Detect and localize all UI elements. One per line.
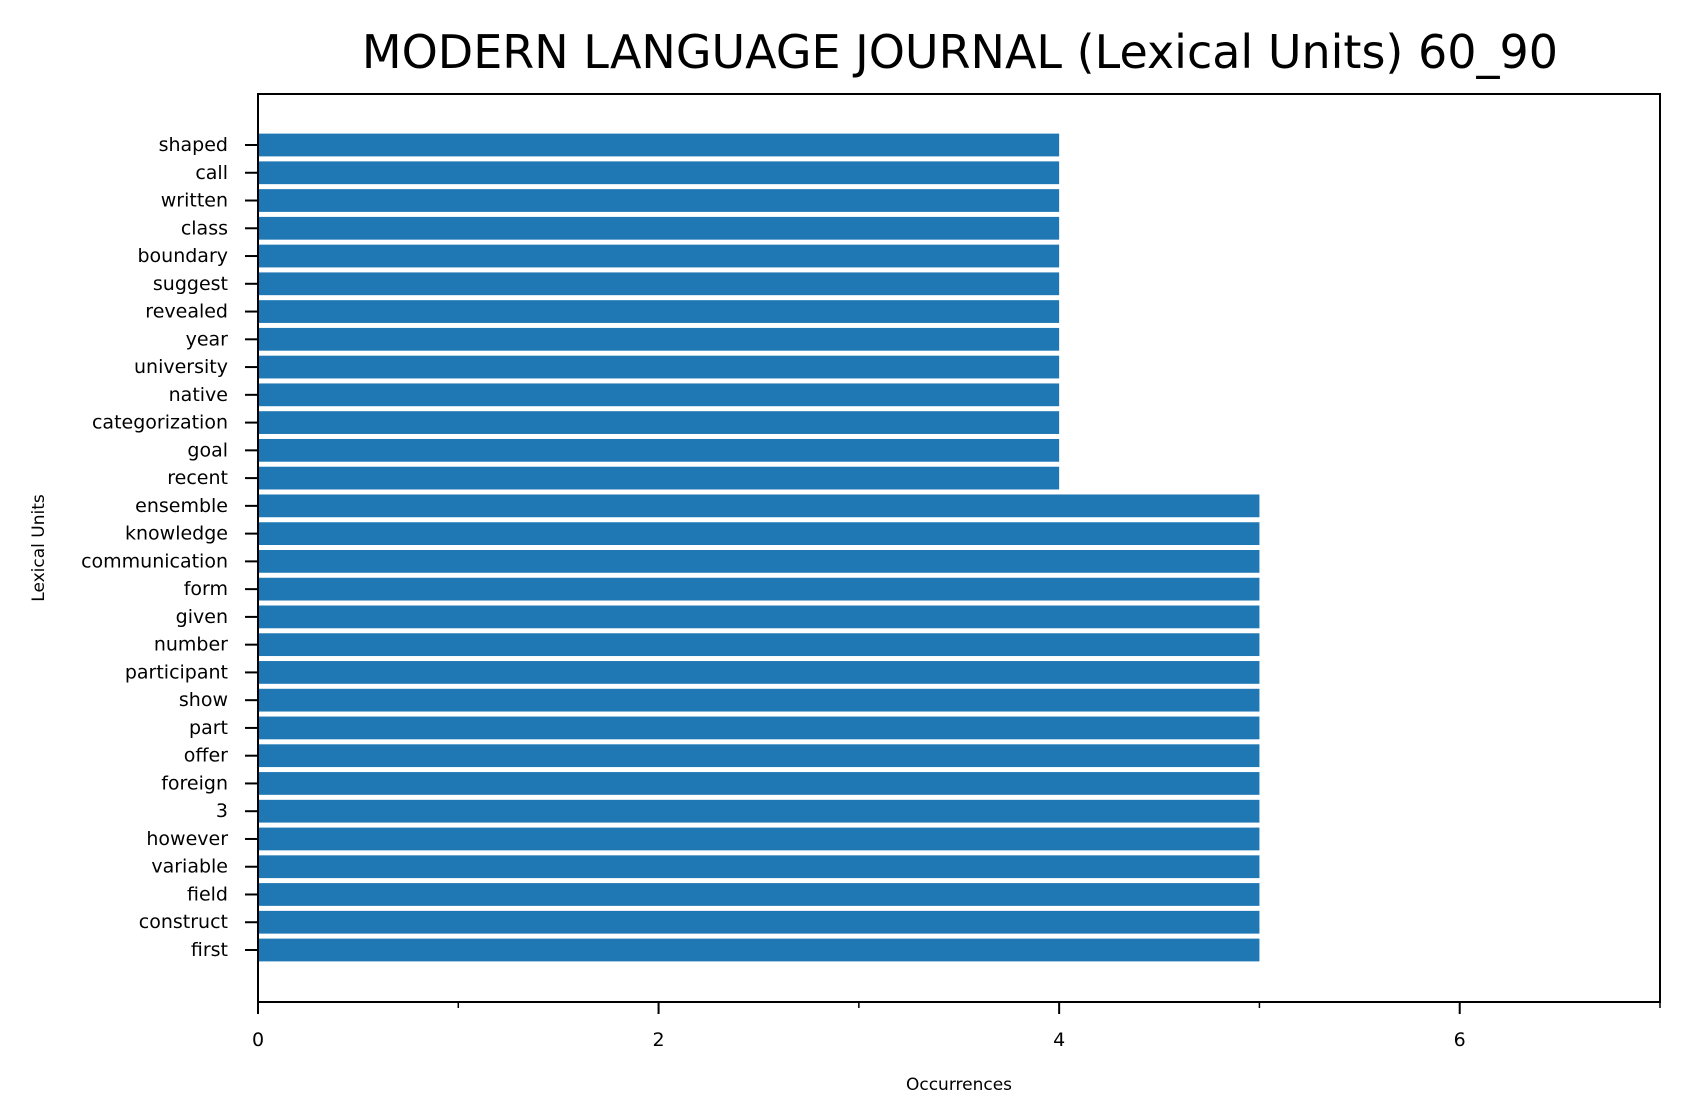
bar-part [258, 716, 1260, 740]
y-tick-label: first [191, 939, 228, 961]
y-tick-label: variable [151, 856, 228, 878]
y-tick-label: ensemble [135, 495, 228, 517]
bar-ensemble [258, 494, 1260, 518]
bar-recent [258, 466, 1060, 490]
bar-3 [258, 799, 1260, 823]
bar-year [258, 327, 1060, 351]
y-tick-label: shaped [159, 134, 228, 156]
x-tick-label: 4 [1053, 1029, 1065, 1051]
bar-first [258, 938, 1260, 962]
y-tick-label: suggest [153, 273, 228, 295]
bar-given [258, 605, 1260, 629]
y-axis-ticks: shaped call written class boundary suggest rev… [81, 134, 258, 961]
y-tick-label: written [161, 190, 228, 212]
y-tick-label: recent [167, 467, 228, 489]
plot-frame [257, 93, 1661, 1003]
y-tick-label: class [181, 217, 228, 239]
bar-categorization [258, 411, 1060, 434]
x-tick-label: 2 [653, 1029, 665, 1051]
bar-variable [258, 855, 1260, 879]
x-tick-label: 6 [1454, 1029, 1466, 1051]
bar-form [258, 577, 1260, 601]
y-tick-label: given [176, 606, 228, 628]
y-tick-label: call [195, 162, 228, 184]
y-tick-label: categorization [92, 412, 228, 434]
bar-field [258, 883, 1260, 906]
y-tick-label: 3 [216, 800, 228, 822]
y-tick-label: knowledge [125, 523, 228, 545]
bar-written [258, 189, 1060, 212]
y-tick-label: foreign [161, 772, 228, 794]
y-tick-label: number [154, 634, 228, 656]
y-tick-label: form [184, 578, 228, 600]
bar-offer [258, 744, 1260, 768]
bar-shaped [258, 133, 1060, 157]
y-tick-label: show [179, 689, 228, 711]
y-tick-label: boundary [137, 245, 228, 267]
x-tick-label: 0 [252, 1029, 264, 1051]
y-tick-label: revealed [145, 301, 228, 323]
y-tick-label: field [187, 883, 228, 905]
bar-revealed [258, 300, 1060, 323]
y-tick-label: communication [81, 550, 228, 572]
bar-number [258, 633, 1260, 657]
x-axis-label: Occurrences [906, 1075, 1012, 1095]
bar-call [258, 161, 1060, 185]
bar-class [258, 216, 1060, 240]
bar-boundary [258, 244, 1060, 268]
y-tick-label: goal [187, 439, 228, 461]
y-tick-label: offer [184, 745, 228, 767]
bar-knowledge [258, 522, 1260, 546]
bar-goal [258, 438, 1060, 462]
y-tick-label: construct [139, 911, 228, 933]
y-axis-label: Lexical Units [29, 494, 49, 602]
y-tick-label: year [186, 328, 229, 350]
bar-communication [258, 549, 1260, 573]
y-tick-label: part [189, 717, 228, 739]
y-tick-label: native [169, 384, 228, 406]
bar-participant [258, 661, 1260, 684]
y-tick-label: university [134, 356, 228, 378]
bar-show [258, 688, 1260, 712]
y-tick-label: however [146, 828, 228, 850]
bar-university [258, 355, 1060, 379]
bar-construct [258, 910, 1260, 934]
x-axis-ticks: 0 2 4 6 [252, 1002, 1661, 1051]
bar-native [258, 383, 1060, 407]
bar-however [258, 827, 1260, 851]
chart-title: MODERN LANGUAGE JOURNAL (Lexical Units) … [362, 25, 1558, 79]
bar-foreign [258, 772, 1260, 795]
bars-group [258, 133, 1260, 962]
y-tick-label: participant [125, 661, 228, 683]
bar-suggest [258, 272, 1060, 296]
